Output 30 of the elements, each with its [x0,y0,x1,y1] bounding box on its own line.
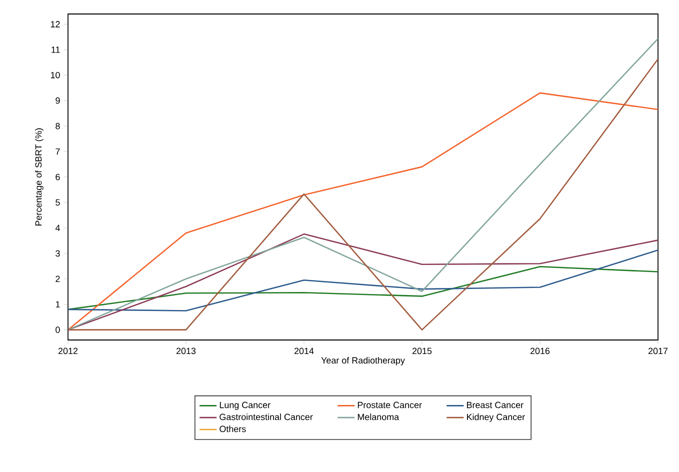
y-axis-title: Percentage of SBRT (%) [35,128,44,226]
y-tick-label: 2 [56,276,60,282]
y-tick-label: 7 [56,148,60,155]
y-tick-label: 9 [56,97,60,104]
x-tick-label: 2014 [294,348,314,354]
y-tick-label: 1 [56,301,60,308]
legend-label: Melanoma [358,414,400,420]
line-series [68,249,658,312]
y-tick-label: 4 [55,224,60,232]
y-tick-label: 12 [50,21,60,28]
legend-label: Kidney Cancer [467,414,525,422]
legend-label: Others [220,426,246,432]
y-tick-label: 6 [56,174,60,180]
legend-label: Gastrointestinal Cancer [220,414,313,420]
y-tick-label: 10 [50,72,60,78]
y-tick-label: 8 [56,122,60,130]
y-tick-label: 3 [56,250,60,257]
x-tick-label: 2015 [412,348,432,354]
y-tick-label: 0 [56,326,60,333]
x-tick-label: 2017 [648,348,668,354]
x-tick-label: 2012 [58,348,78,354]
x-tick-label: 2013 [176,348,196,354]
legend-label: Prostate Cancer [358,402,422,408]
line-series [68,266,658,310]
y-tick-label: 5 [56,199,60,206]
x-axis-title: Year of Radiotherapy [321,356,405,366]
legend-label: Lung Cancer [220,402,270,410]
x-tick-label: 2016 [530,348,550,354]
y-tick-label: 11 [52,46,60,53]
legend-label: Breast Cancer [467,402,524,408]
